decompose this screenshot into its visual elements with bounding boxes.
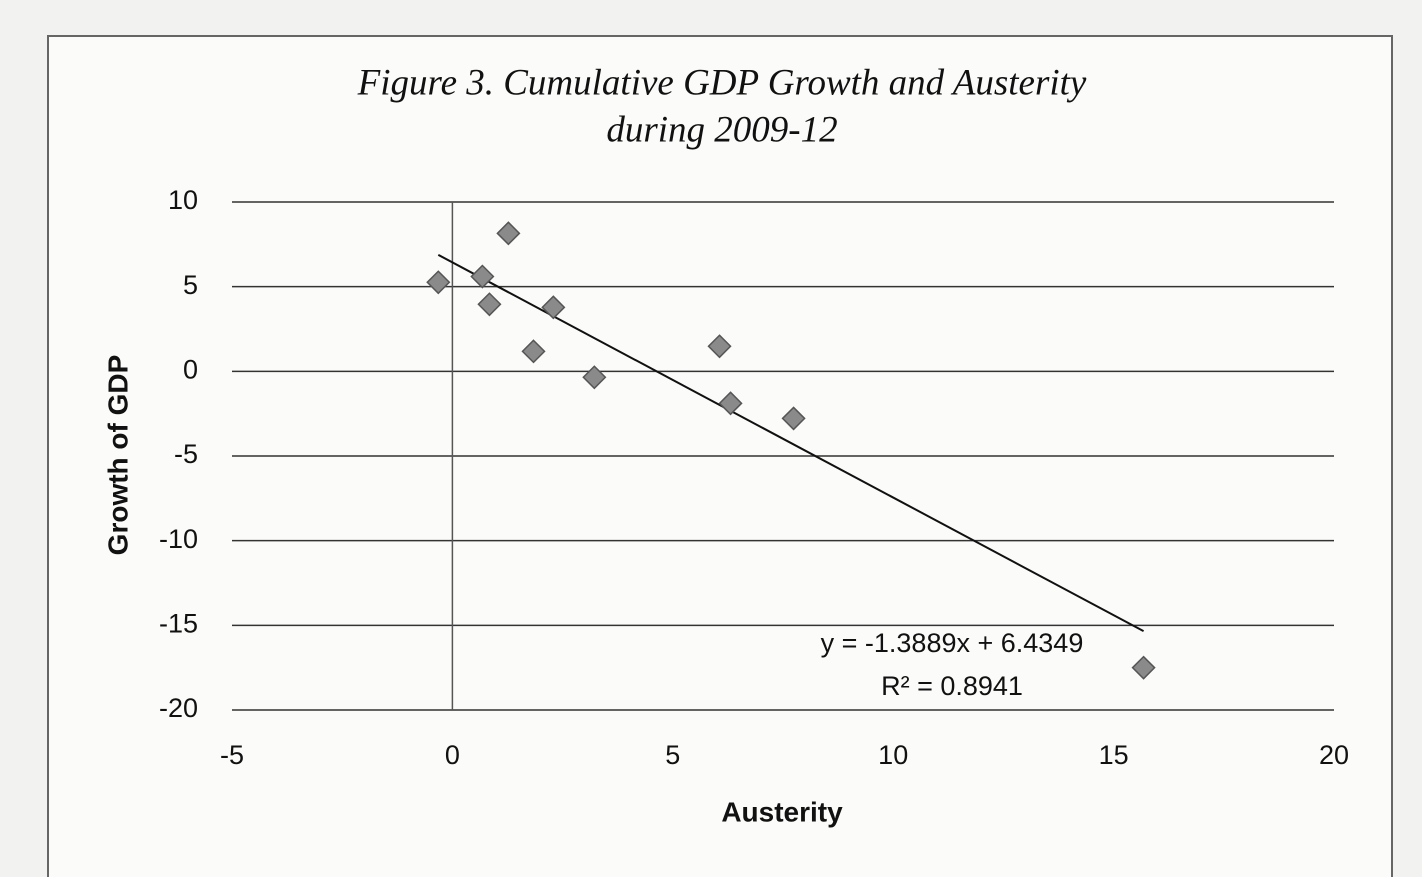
x-axis-label: Austerity (721, 796, 843, 827)
x-tick-label: 10 (878, 740, 908, 770)
y-tick-label: 5 (183, 270, 198, 300)
trendline-r2: R² = 0.8941 (881, 671, 1023, 701)
x-tick-label: -5 (220, 740, 244, 770)
point (477, 292, 502, 317)
point (470, 264, 495, 289)
x-tick-label: 20 (1319, 740, 1349, 770)
chart-title: Figure 3. Cumulative GDP Growth and Aust… (357, 62, 1087, 103)
y-tick-label: 0 (183, 354, 198, 384)
y-tick-label: -20 (159, 693, 198, 723)
y-tick-label: -15 (159, 608, 198, 638)
y-tick-label: -10 (159, 524, 198, 554)
chart-title: during 2009-12 (606, 109, 837, 150)
point (718, 391, 743, 416)
y-tick-label: -5 (174, 439, 198, 469)
x-tick-label: 0 (445, 740, 460, 770)
x-tick-label: 15 (1099, 740, 1129, 770)
point (496, 221, 521, 246)
point (521, 339, 546, 364)
trendline-equation: y = -1.3889x + 6.4349 (821, 628, 1084, 658)
point (541, 295, 566, 320)
y-tick-label: 10 (168, 185, 198, 215)
point (426, 270, 451, 295)
point (707, 334, 732, 359)
point (582, 365, 607, 390)
point (1131, 655, 1156, 680)
y-axis-label: Growth of GDP (102, 355, 133, 556)
x-tick-label: 5 (665, 740, 680, 770)
point (781, 406, 806, 431)
trendline (437, 253, 1145, 633)
